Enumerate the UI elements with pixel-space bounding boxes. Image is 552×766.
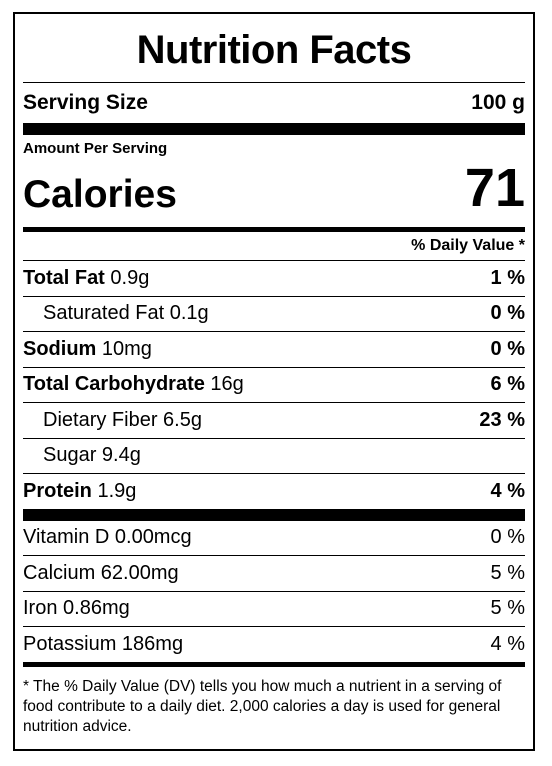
- nutrient-amount: 10mg: [96, 337, 152, 360]
- calories-label: Calories: [23, 173, 177, 216]
- divider: [23, 295, 525, 297]
- nutrient-name: Dietary Fiber 6.5g: [43, 408, 202, 431]
- vitamin-name: Iron 0.86mg: [23, 597, 130, 620]
- nutrient-name: Sugar 9.4g: [43, 444, 141, 467]
- label-content: Nutrition Facts Serving Size 100 g Amoun…: [23, 14, 525, 737]
- nutrient-row-protein: Protein 1.9g 4 %: [23, 474, 525, 509]
- nutrient-row-total-carbohydrate: Total Carbohydrate 16g 6 %: [23, 368, 525, 403]
- daily-value-footnote: * The % Daily Value (DV) tells you how m…: [23, 677, 502, 735]
- vitamin-name: Potassium 186mg: [23, 632, 184, 655]
- nutrition-facts-label: Nutrition Facts Serving Size 100 g Amoun…: [13, 12, 535, 751]
- calories-block: Amount Per Serving Calories 71: [23, 135, 525, 227]
- nutrient-row-dietary-fiber: Dietary Fiber 6.5g 23 %: [23, 403, 525, 438]
- serving-size-value: 100 g: [471, 91, 525, 114]
- medium-divider: [23, 661, 525, 667]
- vitamin-row-iron: Iron 0.86mg 5 %: [23, 592, 525, 627]
- divider: [23, 82, 525, 83]
- vitamin-dv: 4 %: [490, 632, 525, 655]
- vitamin-dv: 5 %: [490, 597, 525, 620]
- vitamin-name: Vitamin D 0.00mcg: [23, 526, 192, 549]
- nutrient-dv: 0 %: [490, 302, 525, 325]
- nutrient-dv: 1 %: [490, 266, 525, 289]
- nutrient-name: Sodium: [23, 337, 97, 360]
- nutrient-name: Total Carbohydrate: [23, 373, 205, 396]
- nutrient-dv: 23 %: [479, 408, 525, 431]
- divider: [23, 260, 525, 261]
- daily-value-header: % Daily Value *: [23, 232, 525, 260]
- vitamin-row-potassium: Potassium 186mg 4 %: [23, 627, 525, 662]
- divider: [23, 590, 525, 592]
- nutrient-row-sodium: Sodium 10mg 0 %: [23, 332, 525, 367]
- nutrient-name: Protein: [23, 479, 92, 502]
- divider: [23, 437, 525, 439]
- divider: [23, 473, 525, 474]
- divider: [23, 555, 525, 556]
- divider: [23, 626, 525, 627]
- vitamin-name: Calcium 62.00mg: [23, 561, 179, 584]
- nutrient-name: Saturated Fat 0.1g: [43, 302, 209, 325]
- medium-divider: [23, 227, 525, 232]
- vitamin-dv: 5 %: [490, 561, 525, 584]
- thick-divider: [23, 508, 525, 521]
- divider: [23, 366, 525, 368]
- nutrient-amount: 1.9g: [91, 479, 137, 502]
- daily-value-header-text: % Daily Value *: [411, 237, 525, 254]
- divider: [23, 331, 525, 332]
- calories-value: 71: [464, 158, 525, 218]
- nutrient-amount: 0.9g: [104, 266, 150, 289]
- serving-size-label: Serving Size: [23, 91, 148, 114]
- vitamin-row-vitamin-d: Vitamin D 0.00mcg 0 %: [23, 521, 525, 556]
- nutrient-name: Total Fat: [23, 266, 105, 289]
- vitamin-row-calcium: Calcium 62.00mg 5 %: [23, 556, 525, 591]
- nutrient-dv: 4 %: [490, 479, 525, 502]
- thick-divider: [23, 123, 525, 135]
- nutrient-row-sugar: Sugar 9.4g: [23, 439, 525, 474]
- nutrient-dv: 0 %: [490, 337, 525, 360]
- serving-size-row: Serving Size 100 g: [23, 83, 525, 123]
- nutrient-dv: 6 %: [490, 373, 525, 396]
- label-title: Nutrition Facts: [136, 28, 412, 72]
- nutrient-row-total-fat: Total Fat 0.9g 1 %: [23, 261, 525, 296]
- amount-per-serving: Amount Per Serving: [23, 140, 168, 157]
- vitamin-dv: 0 %: [490, 526, 525, 549]
- nutrient-amount: 16g: [204, 373, 244, 396]
- divider: [23, 402, 525, 403]
- nutrient-row-saturated-fat: Saturated Fat 0.1g 0 %: [23, 297, 525, 332]
